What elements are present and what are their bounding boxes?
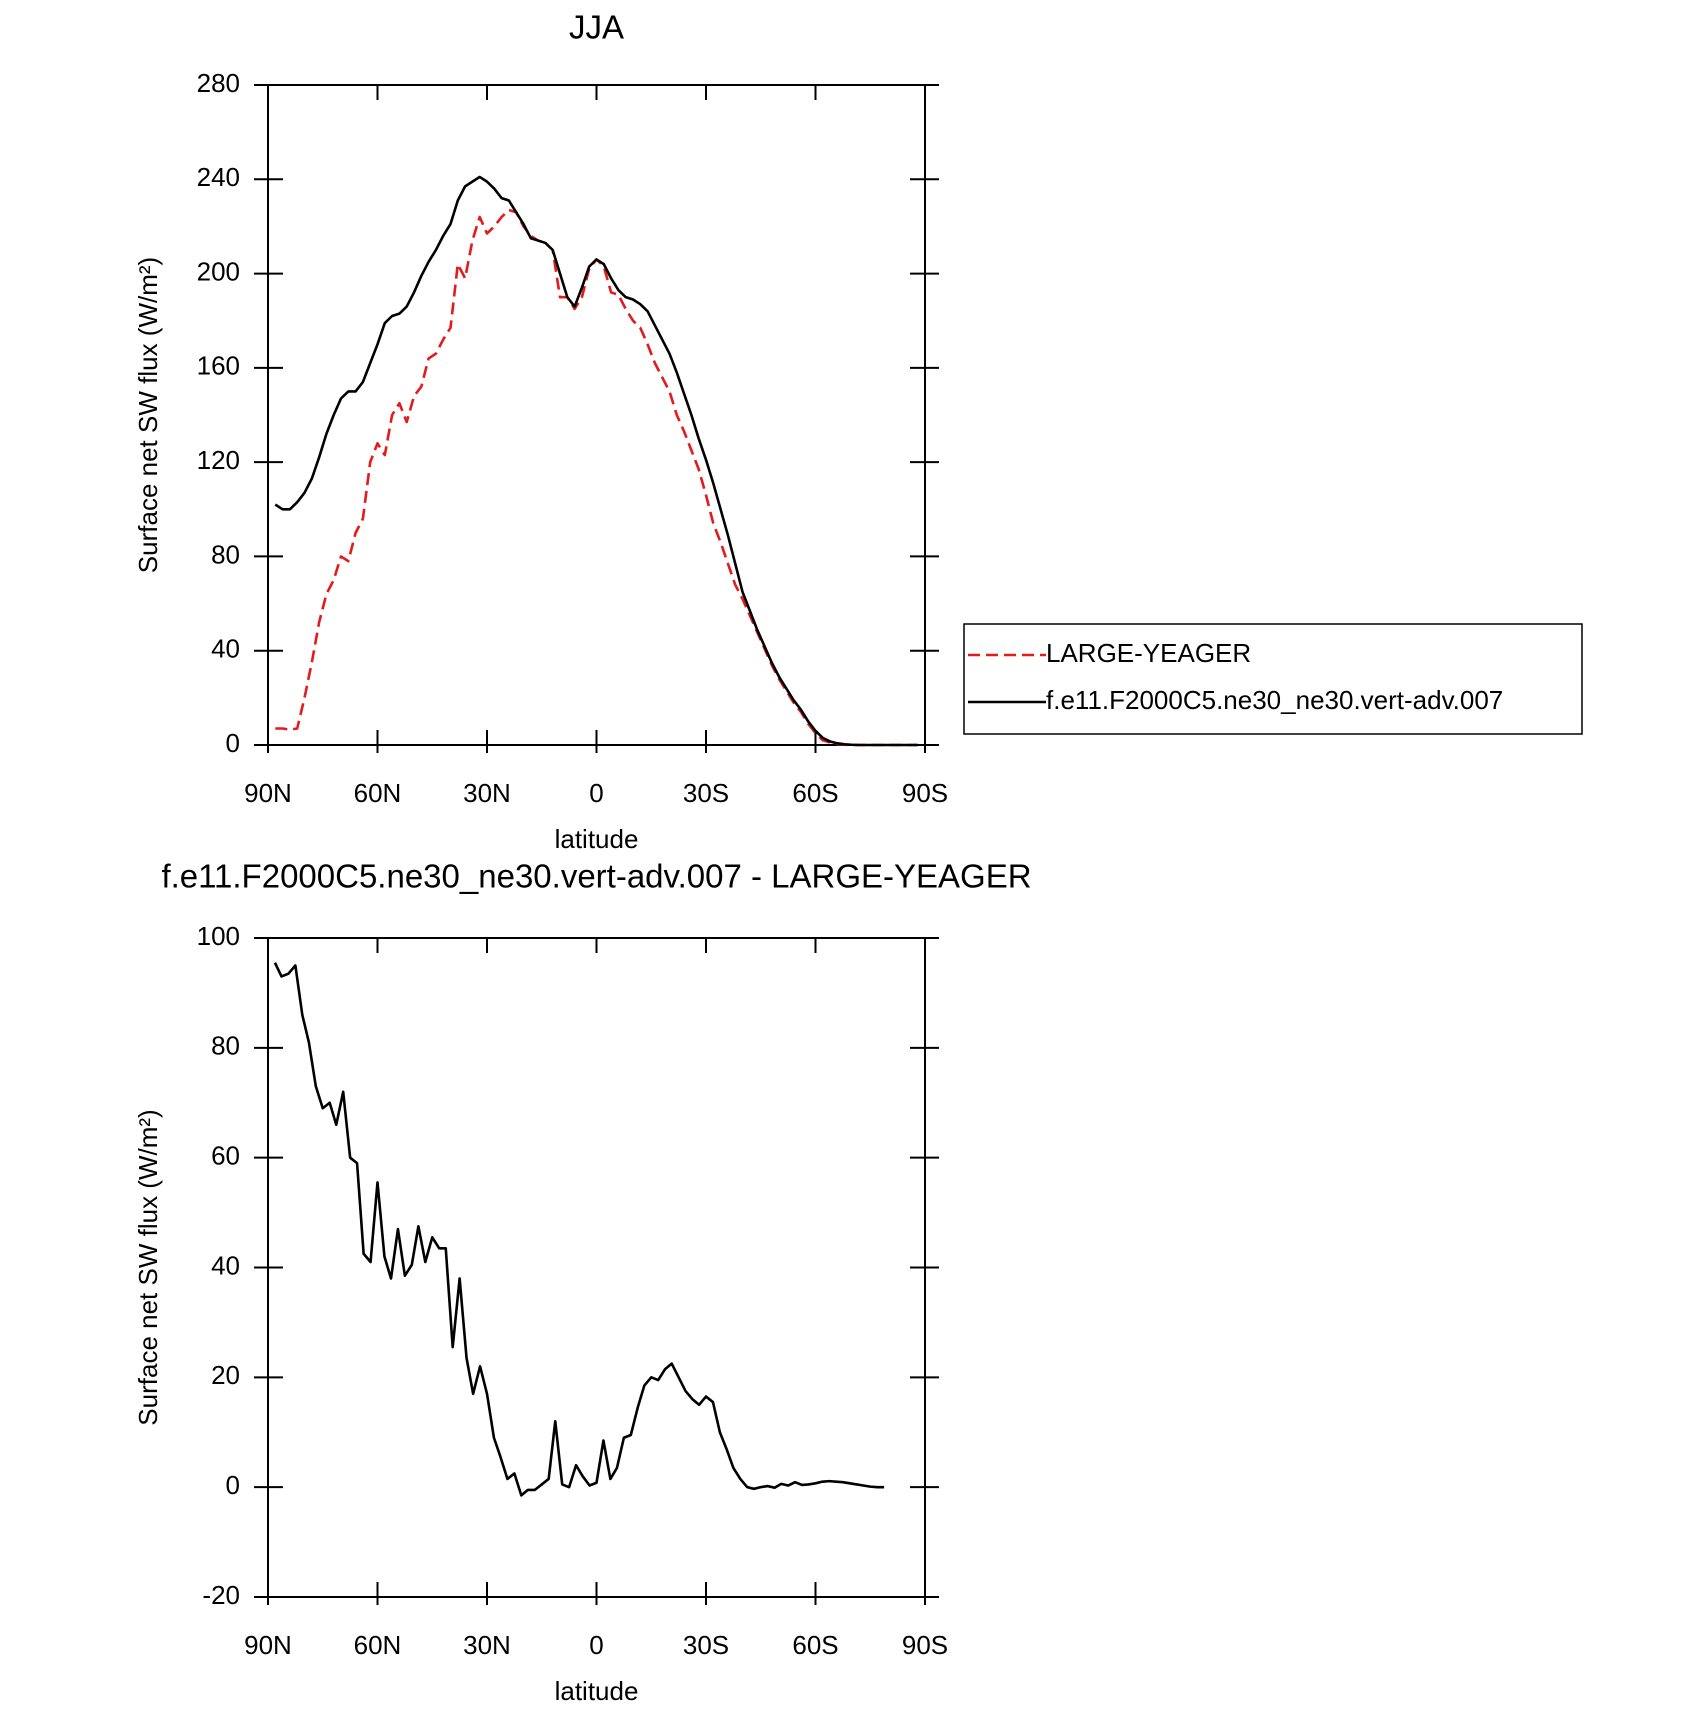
x-axis-label: latitude xyxy=(555,1676,639,1706)
x-tick-label: 90S xyxy=(902,778,948,808)
plot-frame xyxy=(267,937,926,1598)
y-tick-label: 80 xyxy=(211,539,240,569)
x-tick-label: 60N xyxy=(354,778,402,808)
y-tick-label: 40 xyxy=(211,1250,240,1280)
x-tick-label: 60S xyxy=(792,778,838,808)
x-tick-label: 30S xyxy=(683,1630,729,1660)
y-tick-label: 280 xyxy=(197,68,240,98)
series-line xyxy=(275,208,918,747)
y-axis-label: Surface net SW flux (W/m²) xyxy=(133,1109,163,1425)
y-tick-label: 120 xyxy=(197,445,240,475)
chart-title: f.e11.F2000C5.ne30_ne30.vert-adv.007 - L… xyxy=(161,858,1031,895)
legend-label: f.e11.F2000C5.ne30_ne30.vert-adv.007 xyxy=(1046,685,1503,715)
x-tick-label: 30N xyxy=(463,778,511,808)
x-tick-label: 90N xyxy=(244,778,292,808)
series-line xyxy=(273,962,885,1497)
y-tick-label: 60 xyxy=(211,1141,240,1171)
x-tick-label: 90S xyxy=(902,1630,948,1660)
x-tick-label: 0 xyxy=(589,1630,603,1660)
y-tick-label: 240 xyxy=(197,162,240,192)
plot-frame xyxy=(267,84,926,746)
legend-box xyxy=(963,623,1583,735)
x-tick-label: 60S xyxy=(792,1630,838,1660)
legend: LARGE-YEAGER f.e11.F2000C5.ne30_ne30.vert… xyxy=(963,623,1583,735)
chart-title: JJA xyxy=(569,9,624,46)
y-tick-label: 160 xyxy=(197,351,240,381)
x-tick-label: 90N xyxy=(244,1630,292,1660)
x-tick-label: 30N xyxy=(463,1630,511,1660)
y-tick-label: 40 xyxy=(211,634,240,664)
y-tick-label: 0 xyxy=(226,728,240,758)
x-axis-label: latitude xyxy=(555,824,639,854)
series-line xyxy=(274,175,918,747)
y-tick-label: 80 xyxy=(211,1031,240,1061)
y-tick-label: 0 xyxy=(226,1470,240,1500)
y-axis-label: Surface net SW flux (W/m²) xyxy=(133,257,163,573)
y-tick-label: 200 xyxy=(197,256,240,286)
x-tick-label: 0 xyxy=(589,778,603,808)
y-tick-label: -20 xyxy=(202,1580,240,1610)
x-tick-label: 30S xyxy=(683,778,729,808)
x-tick-label: 60N xyxy=(354,1630,402,1660)
y-tick-label: 20 xyxy=(211,1360,240,1390)
y-tick-label: 100 xyxy=(197,921,240,951)
legend-label: LARGE-YEAGER xyxy=(1046,638,1251,668)
